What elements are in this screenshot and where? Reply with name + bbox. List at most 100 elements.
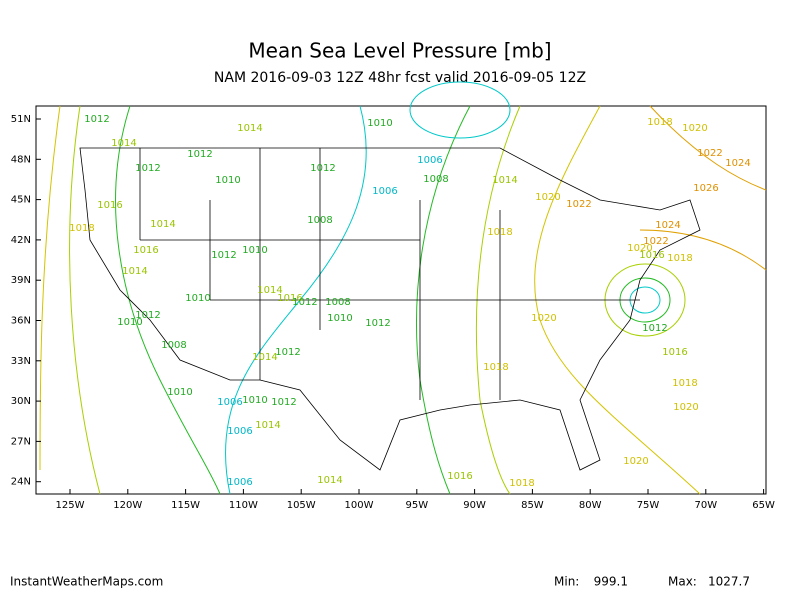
lat-label: 36N: [11, 316, 31, 327]
lat-label: 27N: [11, 436, 31, 447]
contour-label: 1018: [667, 253, 692, 264]
contour-label: 1014: [252, 352, 277, 363]
max-value: 1027.7: [708, 575, 750, 589]
contour-label: 1020: [682, 123, 707, 134]
contour-label: 1008: [423, 174, 448, 185]
contour-label: 1010: [327, 313, 352, 324]
contour-label: 1022: [566, 199, 591, 210]
isobar: [69, 105, 101, 495]
contour-label: 1016: [133, 245, 158, 256]
isobar: [534, 105, 701, 495]
contour-label: 1020: [531, 313, 556, 324]
contour-label: 1008: [325, 297, 350, 308]
contour-label: 1014: [492, 175, 517, 186]
contour-label: 1012: [642, 323, 667, 334]
contour-label: 1020: [673, 402, 698, 413]
contour-label: 1016: [447, 471, 472, 482]
contour-label: 1006: [217, 397, 242, 408]
lat-label: 51N: [11, 114, 31, 125]
lon-label: 100W: [345, 500, 374, 511]
lon-label: 95W: [405, 500, 428, 511]
lat-label: 39N: [11, 275, 31, 286]
contour-label: 1014: [237, 123, 262, 134]
state-lines: [139, 148, 640, 400]
contour-label: 1012: [292, 297, 317, 308]
lat-label: 33N: [11, 356, 31, 367]
contour-label: 1014: [317, 475, 342, 486]
isobar: [639, 229, 767, 271]
contour-label: 1012: [135, 310, 160, 321]
contour-label: 1010: [242, 395, 267, 406]
lat-label: 42N: [11, 235, 31, 246]
contour-label: 1008: [161, 340, 186, 351]
contour-label: 1008: [307, 215, 332, 226]
contour-label: 1012: [271, 397, 296, 408]
contour-label: 1016: [97, 200, 122, 211]
contour-label: 1024: [655, 220, 680, 231]
lon-label: 105W: [287, 500, 316, 511]
max-label: Max:: [668, 575, 697, 589]
contour-label: 1022: [643, 236, 668, 247]
contour-label: 1010: [167, 387, 192, 398]
contour-label: 1012: [275, 347, 300, 358]
isobar: [416, 105, 471, 495]
title: Mean Sea Level Pressure [mb]: [248, 39, 551, 63]
contour-label: 1010: [367, 118, 392, 129]
contour-label: 1016: [639, 250, 664, 261]
contour-label: 1014: [257, 285, 282, 296]
us-outline: [79, 147, 701, 471]
contour-label: 1012: [135, 163, 160, 174]
contour-label: 1012: [187, 149, 212, 160]
min-label: Min:: [554, 575, 579, 589]
borders: [79, 147, 701, 471]
contour-label: 1016: [277, 293, 302, 304]
contour-label: 1012: [310, 163, 335, 174]
contour-label: 1018: [69, 223, 94, 234]
lon-label: 85W: [521, 500, 544, 511]
contour-label: 1018: [647, 117, 672, 128]
lon-label: 70W: [694, 500, 717, 511]
subtitle: NAM 2016-09-03 12Z 48hr fcst valid 2016-…: [214, 70, 586, 86]
lon-label: 90W: [463, 500, 486, 511]
lat-label: 30N: [11, 396, 31, 407]
contour-label: 1018: [672, 378, 697, 389]
contour-label: 1024: [725, 158, 750, 169]
contour-label: 1006: [417, 155, 442, 166]
lat-label: 45N: [11, 195, 31, 206]
contour-label: 1006: [372, 186, 397, 197]
lon-label: 65W: [752, 500, 775, 511]
contours: [39, 81, 767, 495]
contour-label: 1010: [242, 245, 267, 256]
lat-label: 24N: [11, 477, 31, 488]
contour-label: 1020: [627, 243, 652, 254]
isobar: [649, 105, 767, 191]
contour-label: 1018: [483, 362, 508, 373]
contour-label: 1006: [227, 426, 252, 437]
lon-label: 120W: [113, 500, 142, 511]
contour-label: 1016: [662, 347, 687, 358]
isobar: [115, 105, 221, 495]
contour-label: 1012: [365, 318, 390, 329]
lon-label: 115W: [171, 500, 200, 511]
contour-label: 1022: [697, 148, 722, 159]
contour-label: 1020: [623, 456, 648, 467]
contour-label: 1014: [150, 219, 175, 230]
lon-label: 80W: [579, 500, 602, 511]
lon-label: 75W: [637, 500, 660, 511]
lon-label: 125W: [56, 500, 85, 511]
contour-label: 1006: [227, 477, 252, 488]
contour-label: 1014: [111, 138, 136, 149]
contour-label: 1018: [487, 227, 512, 238]
contour-label: 1020: [535, 192, 560, 203]
contour-label: 1014: [122, 266, 147, 277]
contour-label: 1018: [509, 478, 534, 489]
contour-label: 1010: [215, 175, 240, 186]
lon-label: 110W: [229, 500, 258, 511]
contour-label: 1012: [84, 114, 109, 125]
source: InstantWeatherMaps.com: [10, 575, 163, 589]
lat-label: 48N: [11, 154, 31, 165]
isobar: [475, 105, 521, 495]
min-value: 999.1: [594, 575, 628, 589]
contour-label: 1010: [185, 293, 210, 304]
